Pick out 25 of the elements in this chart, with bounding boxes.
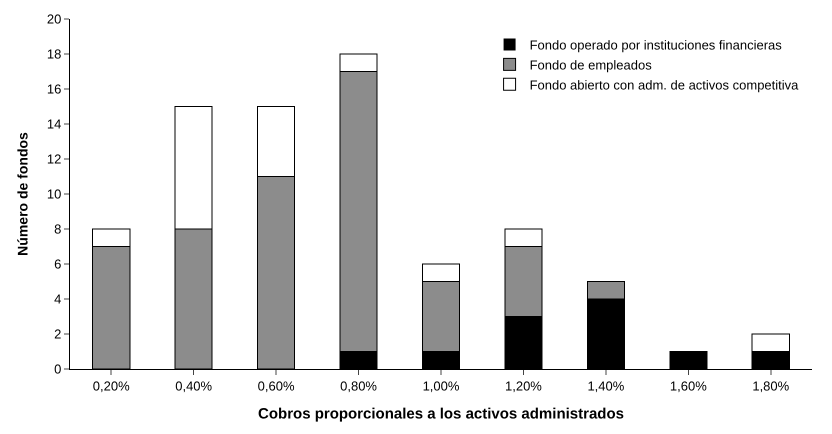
x-tick-label: 0,60% — [258, 378, 295, 394]
y-tick-label: 4 — [54, 292, 62, 307]
y-tick-label: 14 — [46, 116, 62, 132]
y-tick-label: 16 — [46, 82, 62, 97]
y-tick-label: 6 — [54, 256, 62, 272]
y-tick-label: 2 — [54, 326, 62, 342]
x-tick-label: 1,00% — [422, 378, 460, 394]
x-tick-label: 0,40% — [175, 378, 213, 394]
legend-label: Fondo abierto con adm. de activos competitiva — [530, 77, 800, 92]
y-tick-label: 10 — [46, 186, 62, 202]
y-tick-label: 20 — [46, 12, 62, 27]
x-tick-label: 1,40% — [587, 378, 625, 394]
y-tick-label: 18 — [46, 46, 62, 62]
x-tick-label: 0,80% — [340, 378, 378, 394]
legend-label: Fondo de empleados — [530, 57, 652, 72]
legend-label: Fondo operado por instituciones financieras — [530, 38, 782, 53]
y-axis-title: Número de fondos — [14, 132, 31, 256]
x-tick-label: 1,80% — [752, 378, 790, 394]
x-tick-label: 1,60% — [670, 378, 708, 394]
x-axis-title: Cobros proporcionales a los activos administrados — [258, 406, 624, 423]
y-tick-label: 0 — [54, 362, 62, 377]
y-tick-label: 12 — [46, 152, 62, 167]
y-tick-label: 8 — [54, 222, 62, 237]
x-tick-label: 1,20% — [505, 378, 542, 394]
x-tick-label: 0,20% — [92, 378, 130, 394]
